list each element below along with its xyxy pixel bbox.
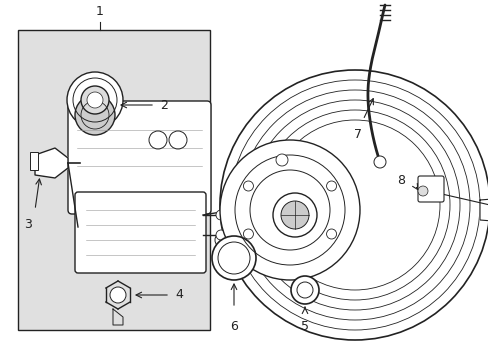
Circle shape (220, 140, 359, 280)
Text: 8: 8 (396, 174, 404, 186)
Circle shape (243, 181, 253, 191)
Text: 3: 3 (24, 218, 32, 231)
Circle shape (75, 95, 115, 135)
Polygon shape (479, 198, 488, 222)
Circle shape (212, 236, 256, 280)
Circle shape (87, 92, 103, 108)
Circle shape (326, 181, 336, 191)
Circle shape (81, 86, 109, 114)
Circle shape (216, 210, 225, 220)
Circle shape (373, 156, 385, 168)
Circle shape (220, 70, 488, 340)
Text: 1: 1 (96, 5, 104, 18)
Circle shape (290, 276, 318, 304)
FancyBboxPatch shape (68, 101, 210, 214)
Circle shape (326, 229, 336, 239)
Circle shape (243, 229, 253, 239)
Circle shape (272, 193, 316, 237)
Circle shape (275, 154, 287, 166)
FancyBboxPatch shape (417, 176, 443, 202)
Text: 7: 7 (353, 128, 361, 141)
Text: 2: 2 (160, 99, 167, 112)
FancyBboxPatch shape (75, 192, 205, 273)
Circle shape (281, 201, 308, 229)
Polygon shape (35, 148, 68, 178)
Text: 4: 4 (175, 288, 183, 302)
Bar (30, 152, 38, 170)
Circle shape (215, 232, 230, 248)
Circle shape (67, 72, 123, 128)
Circle shape (110, 287, 126, 303)
Bar (18, 30, 209, 330)
Circle shape (216, 230, 225, 240)
Circle shape (417, 186, 427, 196)
Text: 6: 6 (229, 320, 238, 333)
Text: 5: 5 (301, 320, 308, 333)
